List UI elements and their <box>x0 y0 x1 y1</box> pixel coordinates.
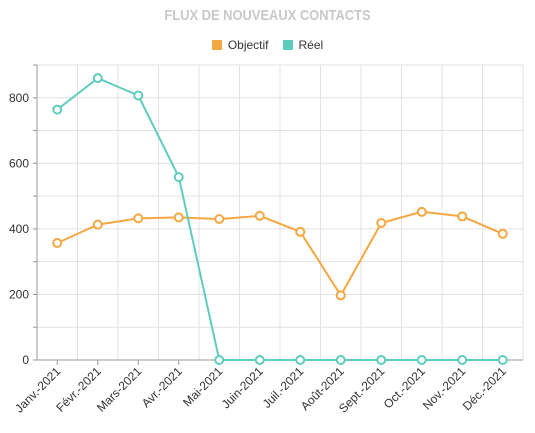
legend: Objectif Réel <box>0 38 535 52</box>
x-tick-label: Avr.-2021 <box>139 364 185 410</box>
data-point-objectif <box>497 228 508 239</box>
legend-item-objectif[interactable]: Objectif <box>211 38 269 52</box>
data-point-reel <box>335 355 346 365</box>
data-point-objectif <box>376 217 387 228</box>
data-point-reel <box>214 355 225 365</box>
data-point-reel <box>92 73 103 84</box>
series-line-reel <box>56 76 503 361</box>
series-line-objectif <box>56 210 504 298</box>
data-point-reel <box>133 90 144 101</box>
data-point-reel <box>173 172 184 183</box>
data-point-reel <box>457 355 468 365</box>
legend-swatch-reel <box>282 40 293 50</box>
data-point-objectif <box>457 211 468 222</box>
y-tick-label: 600 <box>9 156 29 170</box>
legend-swatch-objectif <box>211 40 222 50</box>
chart-title: FLUX DE NOUVEAUX CONTACTS <box>164 7 371 24</box>
legend-item-reel[interactable]: Réel <box>282 38 324 52</box>
data-point-reel <box>497 355 508 365</box>
y-tick-label: 400 <box>9 222 29 236</box>
data-point-objectif <box>335 290 346 301</box>
y-tick-label: 800 <box>9 91 29 105</box>
data-point-objectif <box>52 237 63 248</box>
y-tick-label: 200 <box>9 287 29 301</box>
data-point-objectif <box>254 210 265 221</box>
data-point-objectif <box>214 214 225 225</box>
data-point-objectif <box>416 206 427 217</box>
x-tick-label: Mars-2021 <box>94 364 145 415</box>
legend-label-reel: Réel <box>298 38 324 52</box>
data-point-objectif <box>133 213 144 224</box>
x-tick-label: Déc.-2021 <box>460 364 509 413</box>
y-tick-label: 0 <box>22 353 29 367</box>
data-point-reel <box>52 104 63 115</box>
data-point-objectif <box>295 226 306 237</box>
data-point-reel <box>254 355 265 365</box>
x-tick-label: Juin-2021 <box>219 364 266 411</box>
data-point-reel <box>376 355 387 365</box>
data-point-reel <box>416 355 427 365</box>
data-point-reel <box>295 355 306 365</box>
data-point-objectif <box>173 212 184 223</box>
legend-label-objectif: Objectif <box>227 38 269 52</box>
data-point-objectif <box>92 219 103 230</box>
